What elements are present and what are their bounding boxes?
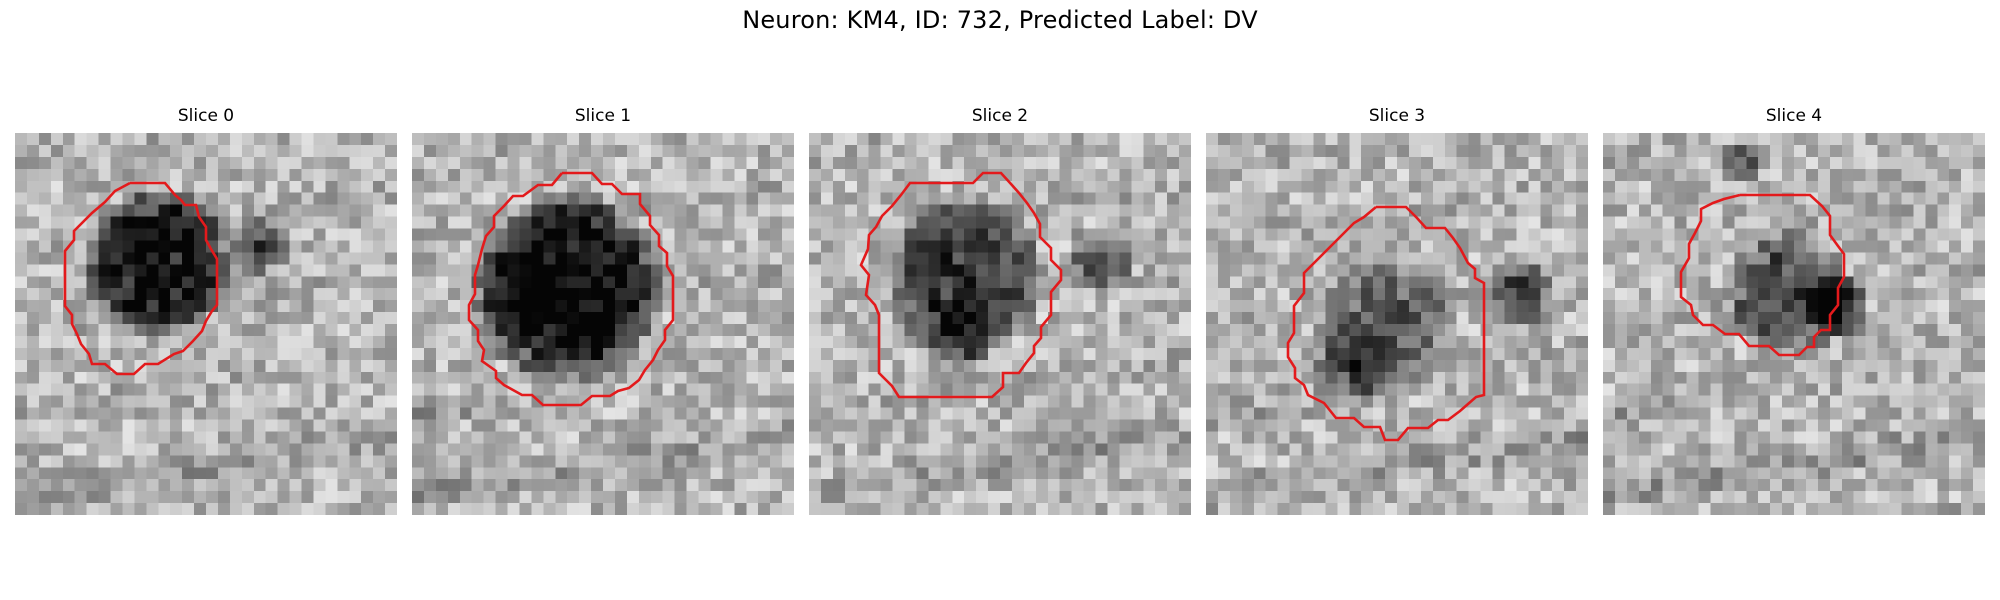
grayscale-image (1206, 133, 1588, 515)
slice-image (15, 133, 397, 515)
slice-title: Slice 4 (1765, 106, 1823, 126)
slice-panel-3: Slice 3 (1206, 104, 1588, 515)
segmentation-contour (1679, 193, 1846, 357)
slice-image (412, 133, 794, 515)
slice-panel-4: Slice 4 (1603, 104, 1985, 515)
slice-title: Slice 1 (574, 106, 632, 126)
slice-panel-0: Slice 0 (15, 104, 397, 515)
slice-title: Slice 2 (971, 106, 1029, 126)
segmentation-contour (467, 171, 675, 407)
slice-image (809, 133, 1191, 515)
slice-image (1206, 133, 1588, 515)
slice-title: Slice 3 (1368, 106, 1426, 126)
grayscale-image (809, 133, 1191, 515)
segmentation-contour (63, 181, 219, 376)
grayscale-image (1603, 133, 1985, 515)
segmentation-contour (859, 171, 1063, 399)
slice-title: Slice 0 (177, 106, 235, 126)
slice-image (1603, 133, 1985, 515)
segmentation-contour (1286, 205, 1486, 442)
slice-panel-1: Slice 1 (412, 104, 794, 515)
grayscale-image (412, 133, 794, 515)
slice-panel-2: Slice 2 (809, 104, 1191, 515)
figure-title: Neuron: KM4, ID: 732, Predicted Label: D… (742, 6, 1258, 34)
